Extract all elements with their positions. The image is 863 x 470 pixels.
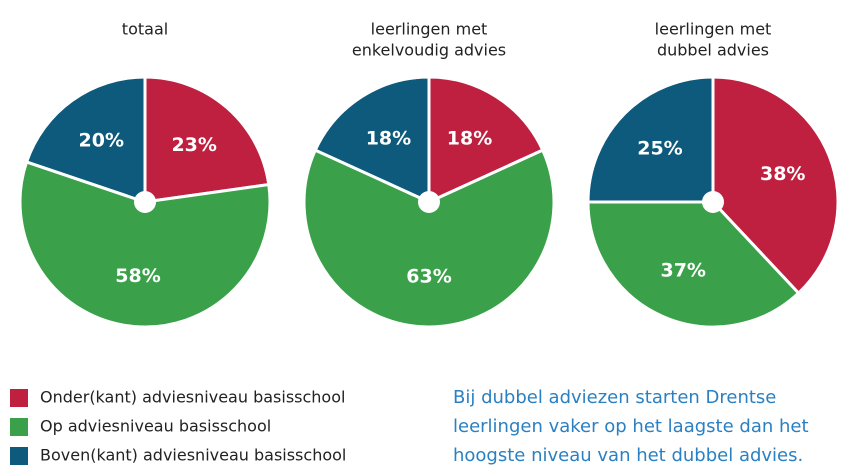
pie-slice [143,75,271,204]
legend-label: Onder(kant) adviesniveau basisschool [40,388,345,407]
value-label: 23% [171,134,216,156]
value-label: 63% [406,266,451,288]
pie-slice [711,75,840,296]
chart-title: leerlingen met [655,20,772,39]
value-label: 20% [79,130,124,152]
value-label: 18% [366,127,411,149]
value-label: 58% [115,265,160,287]
note: hoogste niveau van het dubbel advies. [453,445,803,466]
pie-slice [427,75,545,205]
pie-slice [586,200,801,329]
pie-slice [24,75,147,205]
note: Bij dubbel adviezen starten Drentse [453,387,776,408]
value-label: 25% [637,137,682,159]
value-label: 18% [447,127,492,149]
chart-title: dubbel advies [657,41,769,60]
value-label: 38% [760,163,805,185]
center-dot [134,191,156,213]
legend-swatch [10,389,28,407]
center-dot [702,191,724,213]
pie-slice [586,75,715,204]
pie-slice [18,159,272,329]
chart-title: leerlingen met [371,20,488,39]
value-label: 37% [660,259,705,281]
center-dot [418,191,440,213]
legend-swatch [10,418,28,436]
legend-swatch [10,447,28,465]
note: leerlingen vaker op het laagste dan het [453,416,809,437]
chart-title: totaal [122,20,168,39]
legend-label: Op adviesniveau basisschool [40,417,271,436]
legend-label: Boven(kant) adviesniveau basisschool [40,446,346,465]
pie-slice [313,75,431,205]
pie-slice [302,148,556,329]
chart-title: enkelvoudig advies [352,41,506,60]
